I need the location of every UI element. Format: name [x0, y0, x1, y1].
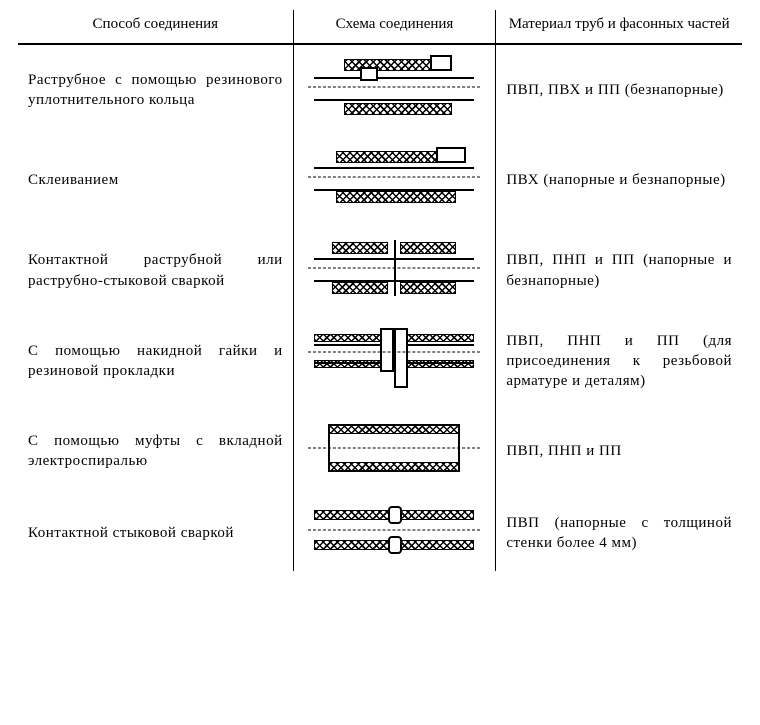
cell-method: Склеиванием [18, 135, 293, 225]
col-header-scheme: Схема соединения [293, 10, 496, 44]
scheme-glued-socket-icon [314, 145, 474, 209]
scheme-electrofusion-icon [314, 416, 474, 480]
cell-method: С помощью накидной гайки и резиновой про… [18, 316, 293, 406]
cell-material: ПВХ (напорные и безнапорные) [496, 135, 742, 225]
cell-material: ПВП, ПНП и ПП [496, 406, 742, 496]
cell-scheme [293, 406, 496, 496]
cell-scheme [293, 135, 496, 225]
cell-scheme [293, 44, 496, 135]
scheme-socket-ring-icon [314, 55, 474, 119]
cell-method: Контактной стыковой сваркой [18, 496, 293, 570]
table-row: Контактной раструбной или раструбно-стык… [18, 226, 742, 316]
cell-scheme [293, 316, 496, 406]
table-row: Контактной стыковой сваркой ПВП (напорны… [18, 496, 742, 570]
cell-method: Раструбное с помощью резинового уплотнит… [18, 44, 293, 135]
cell-method: Контактной раструбной или раструбно-стык… [18, 226, 293, 316]
col-header-material: Материал труб и фасонных частей [496, 10, 742, 44]
cell-material: ПВП (напорные с толщиной стенки более 4 … [496, 496, 742, 570]
connections-table: Способ соединения Схема соединения Матер… [18, 10, 742, 571]
scheme-union-nut-icon [314, 326, 474, 390]
scheme-socket-weld-icon [314, 236, 474, 300]
table-header-row: Способ соединения Схема соединения Матер… [18, 10, 742, 44]
cell-material: ПВП, ПНП и ПП (напорные и безнапорные) [496, 226, 742, 316]
page: Способ соединения Схема соединения Матер… [0, 0, 760, 725]
table-row: С помощью муфты с вкладной электроспирал… [18, 406, 742, 496]
table-row: Раструбное с помощью резинового уплотнит… [18, 44, 742, 135]
scheme-butt-weld-icon [314, 506, 474, 554]
cell-material: ПВП, ПНП и ПП (для присоединения к резьб… [496, 316, 742, 406]
cell-material: ПВП, ПВХ и ПП (безнапорные) [496, 44, 742, 135]
table-row: С помощью накидной гайки и резиновой про… [18, 316, 742, 406]
table-row: Склеиванием ПВХ (напорные и безнапорные) [18, 135, 742, 225]
col-header-method: Способ соединения [18, 10, 293, 44]
cell-method: С помощью муфты с вкладной электроспирал… [18, 406, 293, 496]
cell-scheme [293, 226, 496, 316]
cell-scheme [293, 496, 496, 570]
